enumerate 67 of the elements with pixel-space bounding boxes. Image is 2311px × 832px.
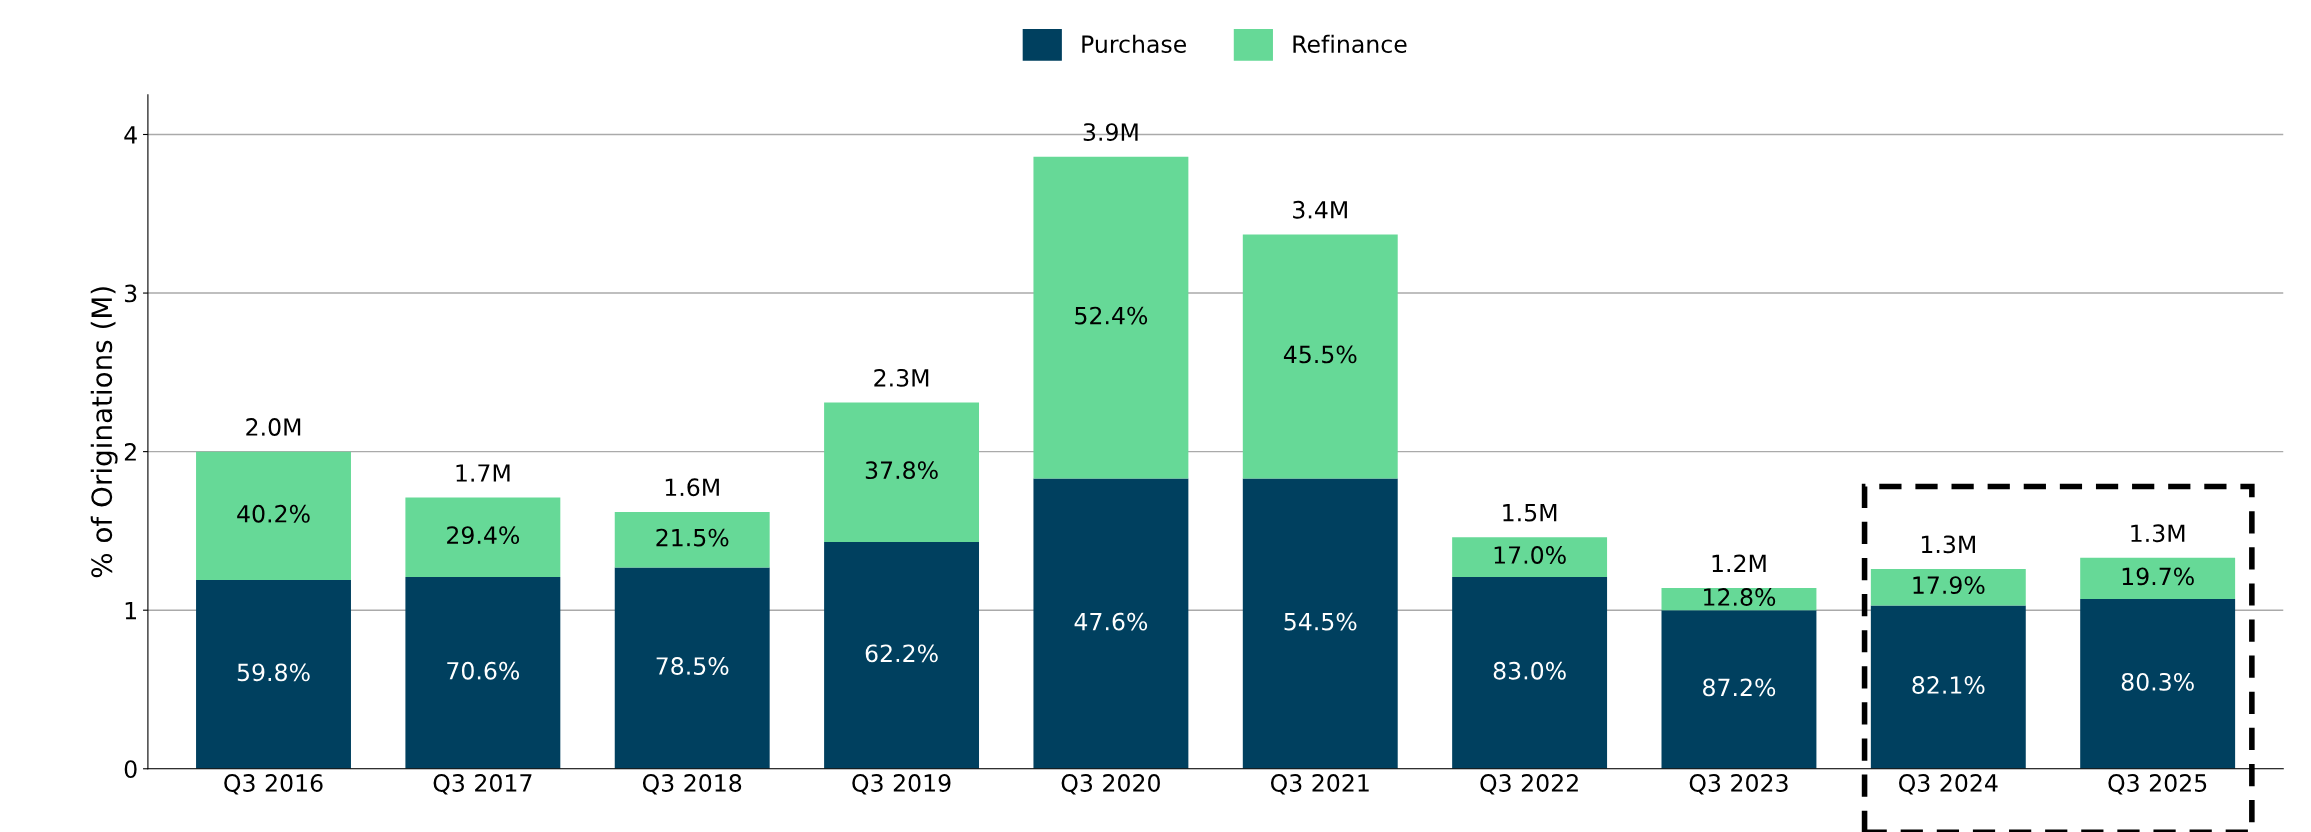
x-tick-label: Q3 2024 <box>1899 774 1998 795</box>
total-label: 1.2M <box>1712 554 1766 572</box>
total-label: 1.3M <box>1921 535 1975 554</box>
y-tick-label: 2 <box>124 443 136 461</box>
total-label: 1.5M <box>1503 504 1557 522</box>
bar <box>1242 234 1398 479</box>
annotation: 17.0% <box>1494 546 1566 564</box>
annotation: 80.3% <box>2121 672 2194 691</box>
x-tick-label: Q3 2021 <box>1270 774 1369 795</box>
y-tick-label: 4 <box>124 126 137 144</box>
annotation: 21.5% <box>656 528 729 547</box>
annotation: 82.1% <box>1912 676 1985 694</box>
bar <box>824 402 980 543</box>
annotation: 40.2% <box>237 504 310 523</box>
bar <box>2080 557 2236 600</box>
bar <box>1870 568 2026 606</box>
total-label: 1.7M <box>456 464 510 482</box>
bar <box>1033 478 1189 769</box>
x-tick-label: Q3 2016 <box>224 774 323 795</box>
y-axis-title: % of Originations (M) <box>90 287 118 578</box>
bar <box>1452 537 1608 577</box>
y-tick-label: 3 <box>124 284 137 303</box>
annotation: 47.6% <box>1074 612 1148 631</box>
bar <box>1033 156 1189 479</box>
legend-label: Purchase <box>1082 34 1186 54</box>
bar <box>196 451 351 581</box>
x-tick-label: Q3 2020 <box>1061 774 1160 795</box>
bar <box>1870 605 2026 769</box>
annotation: 52.4% <box>1075 306 1148 325</box>
annotation: 83.0% <box>1493 661 1566 680</box>
bar <box>405 576 561 769</box>
annotation: 29.4% <box>447 526 520 545</box>
bar <box>1452 576 1608 769</box>
annotation: 78.5% <box>656 657 729 675</box>
total-label: 2.0M <box>246 418 301 436</box>
bar <box>196 580 351 769</box>
annotation: 37.8% <box>865 461 938 480</box>
annotation: 12.8% <box>1704 588 1776 606</box>
x-tick-label: Q3 2018 <box>642 774 742 795</box>
bar <box>1242 478 1398 769</box>
annotation: 87.2% <box>1703 678 1776 697</box>
x-tick-label: Q3 2017 <box>433 774 532 795</box>
total-label: 1.6M <box>665 478 719 497</box>
annotation: 70.6% <box>447 661 520 680</box>
bar <box>2080 599 2236 769</box>
x-tick-label: Q3 2019 <box>852 774 951 795</box>
total-label: 3.4M <box>1293 200 1347 219</box>
bar <box>405 497 561 577</box>
annotation: 45.5% <box>1283 345 1357 364</box>
annotation: 17.9% <box>1913 576 1985 595</box>
bar <box>614 567 770 769</box>
legend-label: Refinance <box>1293 34 1407 54</box>
annotation: 59.8% <box>237 663 310 682</box>
x-tick-label: Q3 2025 <box>2108 774 2207 795</box>
y-tick-label: 0 <box>124 760 137 779</box>
bar <box>1661 610 1817 769</box>
annotation: 62.2% <box>865 644 938 663</box>
x-tick-label: Q3 2022 <box>1480 774 1578 795</box>
annotation: 54.5% <box>1284 612 1357 631</box>
annotation: 19.7% <box>2122 567 2194 586</box>
total-label: 3.9M <box>1083 123 1138 141</box>
x-tick-label: Q3 2023 <box>1689 774 1788 795</box>
total-label: 2.3M <box>874 368 929 387</box>
bar <box>824 542 980 769</box>
bar <box>614 511 770 568</box>
total-label: 1.3M <box>2131 524 2185 543</box>
y-tick-label: 1 <box>125 601 136 620</box>
